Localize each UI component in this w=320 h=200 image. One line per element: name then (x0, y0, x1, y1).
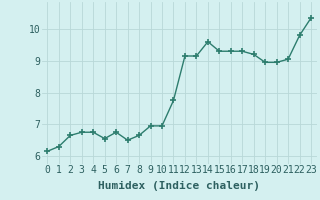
X-axis label: Humidex (Indice chaleur): Humidex (Indice chaleur) (98, 181, 260, 191)
